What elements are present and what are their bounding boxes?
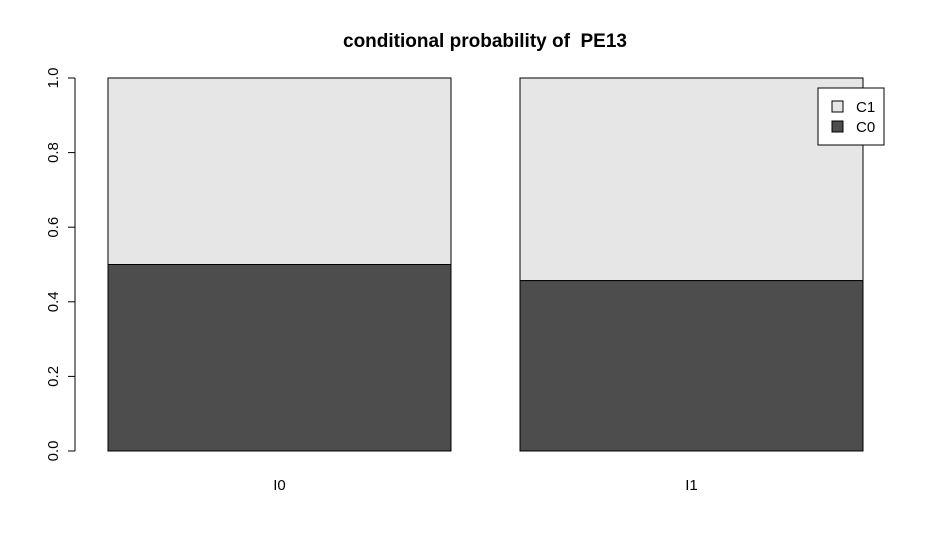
y-tick-label: 0.8 [45, 142, 62, 163]
legend-swatch-C0 [831, 120, 844, 133]
x-axis-labels: I0 I1 [273, 477, 698, 494]
chart-title: conditional probability of PE13 [343, 31, 627, 52]
legend-label-C1: C1 [856, 99, 875, 116]
y-tick-label: 0.2 [45, 366, 62, 387]
bar-I1-C0 [519, 280, 864, 452]
legend-box [817, 87, 885, 146]
legend-swatch-C1 [831, 100, 844, 113]
y-axis: 0.0 0.2 0.4 0.6 0.8 1.0 [45, 68, 76, 462]
y-tick-label: 0.0 [45, 441, 62, 462]
y-tick-label: 0.6 [45, 217, 62, 238]
x-tick-label: I0 [273, 477, 286, 494]
bars [107, 77, 864, 452]
bar-I1-C1 [519, 77, 864, 282]
x-tick-label: I1 [685, 477, 698, 494]
bar-I0-C0 [107, 264, 452, 452]
bar-I0-C1 [107, 77, 452, 265]
y-tick-label: 0.4 [45, 291, 62, 312]
y-tick-label: 1.0 [45, 68, 62, 89]
legend-label-C0: C0 [856, 119, 875, 136]
